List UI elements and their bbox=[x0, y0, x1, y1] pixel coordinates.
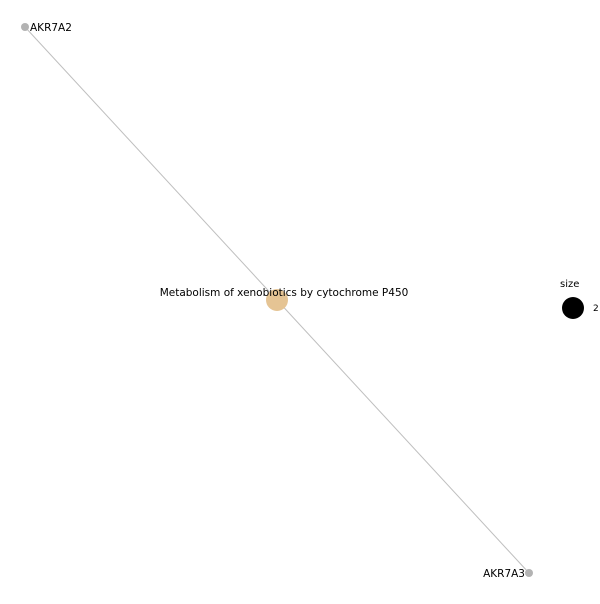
gene-node-akr7a3[interactable] bbox=[525, 569, 533, 577]
legend-size-swatch bbox=[562, 297, 584, 319]
gene-label-akr7a3: AKR7A3 bbox=[483, 568, 525, 580]
category-node-pathway[interactable] bbox=[266, 289, 288, 311]
legend-title: size bbox=[560, 279, 579, 290]
size-legend: size 2 bbox=[560, 279, 599, 319]
gene-label-akr7a2: AKR7A2 bbox=[30, 22, 72, 34]
edge-pathway-akr7a2 bbox=[24, 26, 278, 301]
category-label-pathway: Metabolism of xenobiotics by cytochrome … bbox=[160, 287, 409, 299]
edge-pathway-akr7a3 bbox=[276, 299, 530, 574]
legend-size-value: 2 bbox=[593, 304, 599, 314]
gene-node-akr7a2[interactable] bbox=[21, 23, 29, 31]
